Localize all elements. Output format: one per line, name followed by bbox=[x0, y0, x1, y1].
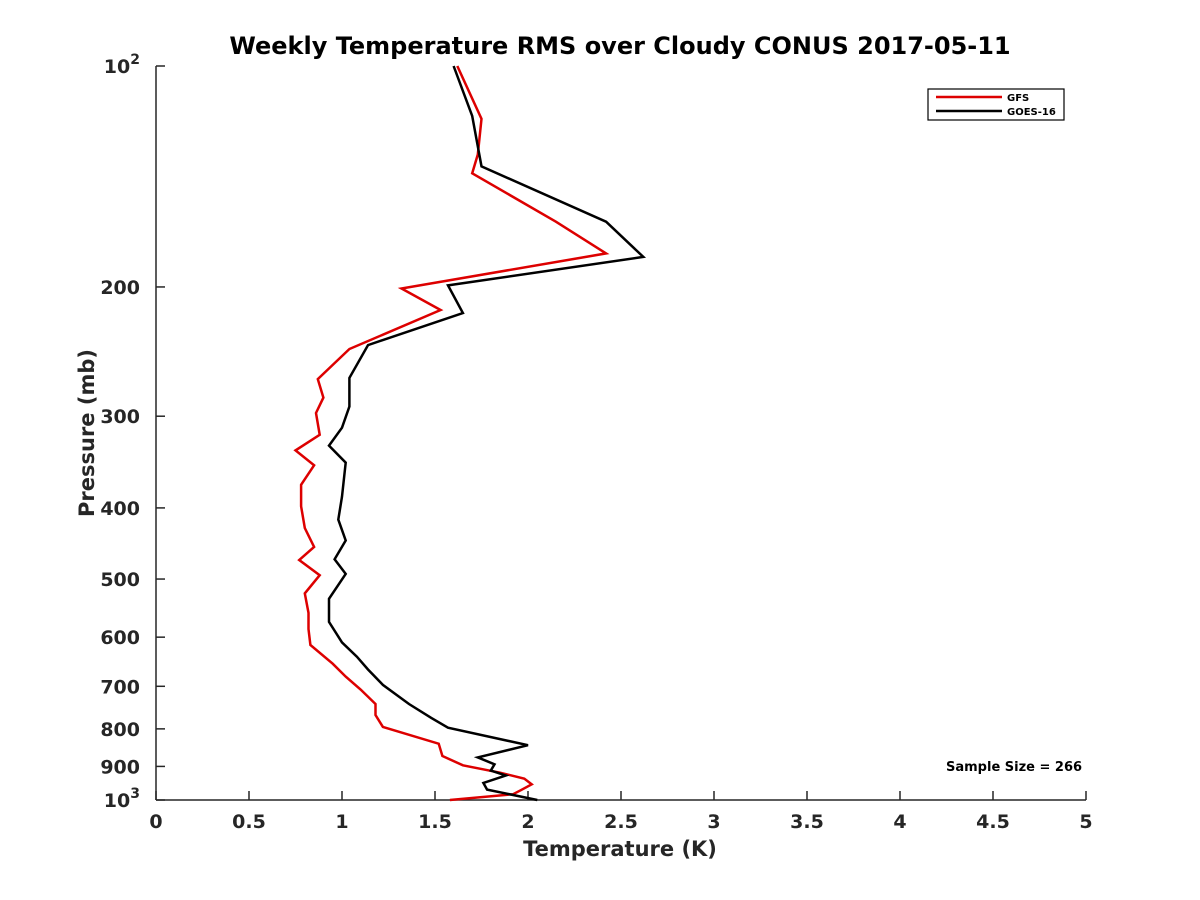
y-tick-exponent: 3 bbox=[130, 786, 140, 802]
x-tick-label: 2.5 bbox=[604, 811, 638, 833]
y-tick-label: 900 bbox=[100, 756, 140, 778]
x-tick-label: 0.5 bbox=[232, 811, 266, 833]
legend-label-goes16: GOES-16 bbox=[1007, 107, 1056, 118]
x-tick-label: 4 bbox=[893, 811, 906, 833]
y-tick-label: 600 bbox=[100, 627, 140, 649]
y-tick-label: 102 bbox=[104, 52, 140, 78]
sample-size-annotation: Sample Size = 266 bbox=[946, 760, 1082, 775]
y-tick-label: 103 bbox=[104, 786, 140, 812]
y-tick-base: 10 bbox=[104, 56, 130, 78]
y-tick-label: 500 bbox=[100, 569, 140, 591]
legend-label-gfs: GFS bbox=[1007, 93, 1029, 104]
x-tick-label: 5 bbox=[1079, 811, 1092, 833]
x-tick-label: 4.5 bbox=[976, 811, 1010, 833]
y-tick-label: 800 bbox=[100, 719, 140, 741]
chart-title: Weekly Temperature RMS over Cloudy CONUS… bbox=[229, 32, 1010, 60]
y-axis-label: Pressure (mb) bbox=[75, 349, 99, 517]
series-line-gfs bbox=[293, 65, 610, 802]
y-tick-label: 300 bbox=[100, 406, 140, 428]
legend: GFS GOES-16 bbox=[927, 88, 1065, 121]
x-axis-label: Temperature (K) bbox=[523, 837, 717, 861]
y-tick-label: 400 bbox=[100, 498, 140, 520]
x-ticks: 0 0.5 1 1.5 2 2.5 3 3.5 4 4.5 5 bbox=[149, 791, 1093, 833]
y-tick-label: 200 bbox=[100, 277, 140, 299]
series-line-goes16 bbox=[327, 65, 647, 802]
x-tick-label: 0 bbox=[149, 811, 162, 833]
x-tick-label: 3.5 bbox=[790, 811, 824, 833]
series-lines bbox=[293, 65, 647, 802]
x-tick-label: 2 bbox=[521, 811, 534, 833]
x-tick-label: 1.5 bbox=[418, 811, 452, 833]
x-tick-label: 1 bbox=[335, 811, 348, 833]
y-tick-exponent: 2 bbox=[130, 52, 140, 68]
x-tick-label: 3 bbox=[707, 811, 720, 833]
y-tick-base: 10 bbox=[104, 790, 130, 812]
plot-area bbox=[156, 66, 1086, 800]
y-tick-label: 700 bbox=[100, 676, 140, 698]
legend-box bbox=[927, 88, 1065, 121]
